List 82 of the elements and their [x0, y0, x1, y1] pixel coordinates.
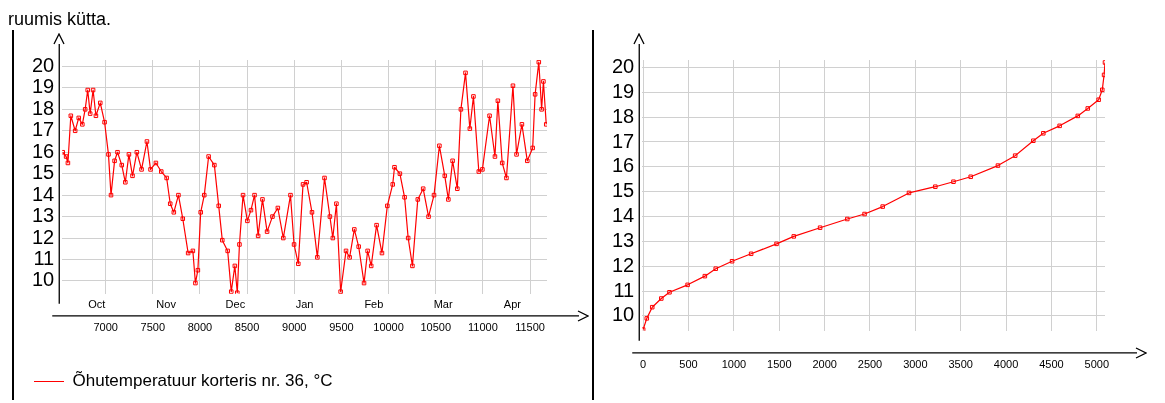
point	[713, 266, 719, 271]
y-tick-label: 20	[612, 54, 635, 77]
x-tick-label: 3500	[948, 358, 973, 371]
point	[1041, 131, 1046, 136]
point	[791, 234, 797, 239]
x-tick-label: 7500	[140, 321, 166, 334]
point	[1100, 87, 1105, 93]
point	[1012, 153, 1018, 158]
point	[659, 296, 664, 301]
text: Nov	[156, 297, 177, 310]
text: Dec	[225, 297, 246, 310]
point	[667, 290, 672, 295]
y-tick-label: 10	[612, 303, 635, 326]
point	[685, 282, 690, 288]
x-tick-label: 10000	[373, 321, 404, 334]
point	[644, 316, 650, 321]
y-tick-label: 14	[612, 204, 635, 227]
point	[1102, 60, 1105, 65]
y-tick-label: 19	[612, 79, 635, 102]
text: Feb	[364, 297, 384, 310]
y-tick-label: 10	[32, 268, 55, 291]
text: Apr	[503, 297, 522, 310]
point	[933, 184, 938, 189]
point	[817, 225, 823, 230]
y-tick-label: 12	[32, 225, 55, 248]
x-tick-label: 9000	[282, 321, 307, 334]
y-tick-label: 12	[612, 253, 635, 276]
point	[951, 179, 956, 184]
y-tick-label: 11	[613, 278, 635, 301]
text: Mar	[433, 297, 453, 310]
x-tick-label: 9500	[329, 321, 354, 334]
y-tick-label: 13	[612, 228, 635, 251]
point	[906, 190, 912, 196]
y-tick-label: 20	[32, 53, 55, 76]
x-tick-label: 8000	[187, 321, 213, 334]
y-tick-label: 16	[32, 139, 55, 162]
x-tick-label: 1000	[721, 358, 747, 371]
point	[1085, 106, 1091, 111]
point	[1101, 72, 1105, 78]
y-tick-label: 18	[32, 96, 55, 119]
x-tick-label: 11500	[515, 321, 545, 334]
point	[774, 241, 779, 247]
point	[1057, 123, 1062, 129]
y-tick-label: 13	[32, 204, 55, 227]
point	[649, 304, 655, 310]
y-tick-label: 15	[32, 161, 55, 184]
point	[845, 216, 850, 222]
point	[862, 211, 867, 217]
y-tick-label: 19	[32, 75, 55, 98]
x-tick-label: 5000	[1084, 358, 1110, 371]
x-tick-label: 10500	[420, 321, 452, 334]
text: Oct	[88, 297, 106, 310]
y-tick-label: 17	[612, 129, 635, 152]
point	[880, 204, 885, 209]
point	[968, 174, 973, 180]
text: Jan	[295, 297, 314, 310]
y-tick-label: 14	[32, 182, 55, 205]
x-tick-label: 7000	[93, 321, 118, 334]
x-tick-label: 500	[679, 358, 698, 371]
x-tick-label: 4000	[993, 358, 1019, 371]
x-tick-label: 2500	[857, 358, 883, 371]
point	[729, 258, 735, 264]
x-tick-label: 1500	[767, 358, 792, 371]
x-tick-label: 0	[640, 358, 647, 371]
x-tick-label: 2000	[812, 358, 837, 371]
point	[702, 273, 708, 279]
y-tick-label: 17	[32, 118, 55, 141]
text: ruumis kütta.	[8, 9, 112, 29]
x-tick-label: 8500	[234, 321, 260, 334]
legend-label: Õhutemperatuur korteris nr. 36, °C	[72, 371, 333, 391]
y-tick-label: 15	[612, 179, 635, 202]
point	[1075, 113, 1081, 119]
point	[995, 163, 1001, 168]
y-tick-label: 18	[612, 104, 635, 127]
point	[1096, 97, 1101, 103]
y-tick-label: 11	[33, 247, 55, 269]
x-tick-label: 4500	[1039, 358, 1064, 371]
point	[748, 251, 754, 257]
x-tick-label: 11000	[467, 321, 498, 334]
y-tick-label: 16	[612, 154, 635, 177]
point	[1031, 138, 1036, 144]
x-tick-label: 3000	[903, 358, 928, 371]
